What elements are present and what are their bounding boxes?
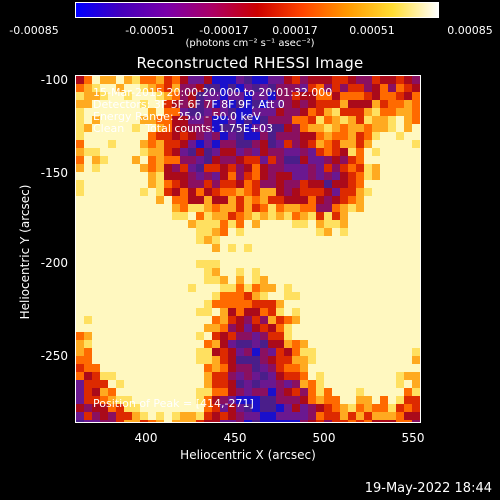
colorbar-units: (photons cm⁻² s⁻¹ asec⁻²) — [185, 38, 315, 49]
colorbar — [75, 2, 439, 18]
colorbar-tick-label: 0.00085 — [447, 24, 493, 37]
y-axis-label: Heliocentric Y (arcsec) — [18, 184, 32, 320]
x-tick-label: 450 — [223, 431, 247, 445]
y-tick-label: -100 — [40, 73, 68, 87]
generation-timestamp: 19-May-2022 18:44 — [364, 481, 492, 496]
colorbar-tick-label: -0.00085 — [9, 24, 59, 37]
rhessi-image — [75, 75, 421, 423]
colorbar-tick-label: -0.00051 — [125, 24, 175, 37]
x-tick-label: 550 — [401, 431, 425, 445]
info-peak-position: Position of Peak = [414,-271] — [93, 397, 254, 410]
y-tick-label: -250 — [40, 349, 68, 363]
colorbar-tick-label: 0.00051 — [349, 24, 395, 37]
x-tick-label: 500 — [312, 431, 336, 445]
x-axis-label: Heliocentric X (arcsec) — [180, 448, 316, 462]
info-detectors: Detectors: 3F 5F 6F 7F 8F 9F, Att 0 — [93, 98, 285, 111]
heatmap — [76, 76, 420, 422]
y-tick-label: -200 — [40, 256, 68, 270]
image-title: Reconstructed RHESSI Image — [136, 54, 364, 72]
colorbar-tick-label: -0.00017 — [199, 24, 249, 37]
y-tick-label: -150 — [40, 166, 68, 180]
x-tick-label: 400 — [134, 431, 158, 445]
info-clean: Clean Total counts: 1.75E+03 — [93, 122, 274, 135]
info-energy: Energy Range: 25.0 - 50.0 keV — [93, 110, 261, 123]
info-time: 15-Mar-2015 20:00:20.000 to 20:01:32.000 — [93, 86, 333, 99]
colorbar-tick-label: 0.00017 — [272, 24, 318, 37]
